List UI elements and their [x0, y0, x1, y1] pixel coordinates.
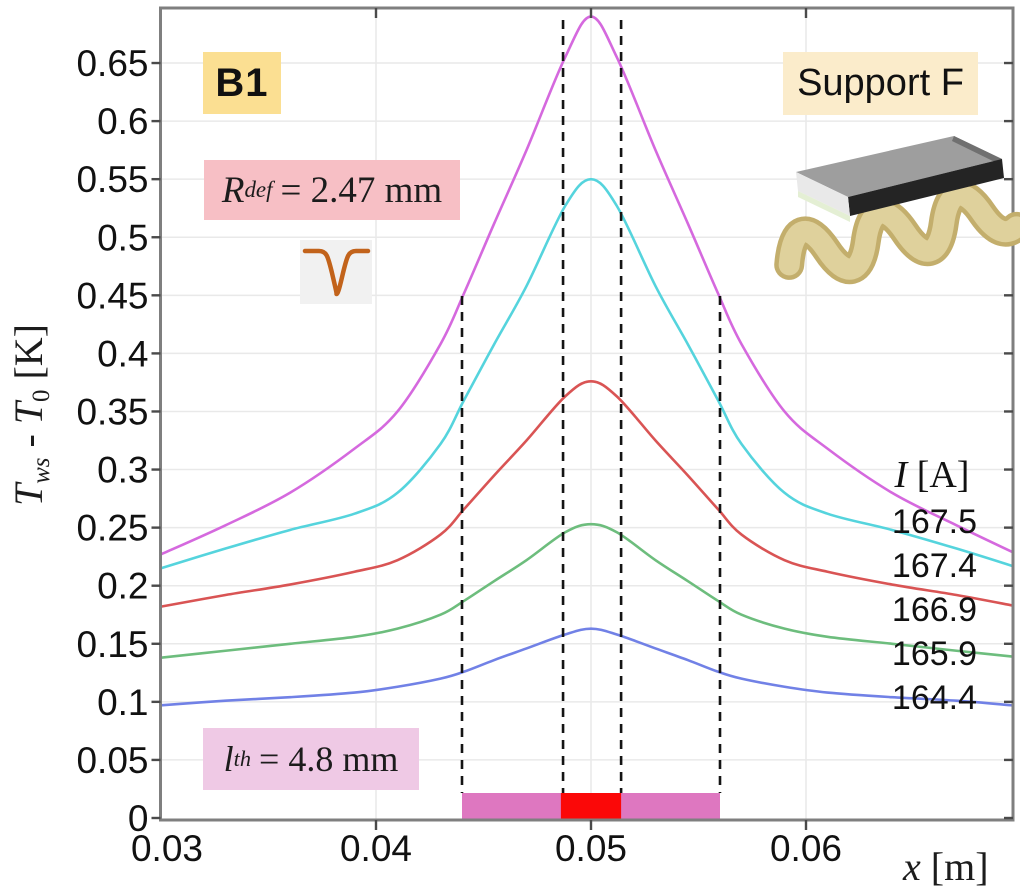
rdef-subscript: def — [244, 177, 273, 202]
series-curve-165.9 — [160, 522, 1013, 660]
y-tick-label: 0.1 — [97, 682, 148, 723]
legend-entry-167.4: 167.4 — [892, 547, 977, 585]
x-tick-label: 0.06 — [770, 828, 842, 869]
y-axis-title: Tws - T0 [K] — [5, 205, 55, 625]
x-axis-units: [m] — [930, 844, 989, 889]
y-tick-label: 0.05 — [76, 740, 148, 781]
lth-value: = 4.8 mm — [259, 739, 399, 779]
y-tick-label: 0 — [128, 798, 149, 839]
slab — [796, 136, 1004, 222]
y-tick-label: 0.2 — [97, 566, 148, 607]
corrugated-ribbon — [774, 180, 1020, 284]
legend-title: I [A] — [894, 454, 970, 496]
y-tick-label: 0.25 — [76, 508, 148, 549]
x-axis-title: x [m] — [903, 843, 1023, 890]
y-tick-label: 0.65 — [76, 43, 148, 84]
defect-bar-core — [560, 793, 622, 819]
lth-symbol: l — [223, 739, 234, 779]
y-tick-label: 0.15 — [76, 624, 148, 665]
support-3d-graphic — [774, 136, 1020, 284]
y-tick-label: 0.45 — [76, 275, 148, 316]
legend-entry-166.9: 166.9 — [892, 591, 977, 629]
series-curve-167.4 — [160, 177, 1013, 570]
y-tick-label: 0.35 — [76, 391, 148, 432]
y-tick-label: 0.3 — [97, 450, 148, 491]
y-tick-label: 0.5 — [97, 217, 148, 258]
legend-entry-165.9: 165.9 — [892, 635, 977, 673]
y-tick-label: 0.55 — [76, 159, 148, 200]
y-tick-label: 0.6 — [97, 101, 148, 142]
x-tick-label: 0.05 — [555, 828, 627, 869]
y-axis-minus: - — [6, 434, 51, 448]
rdef-value: = 2.47 mm — [280, 169, 443, 211]
b1-text: B1 — [215, 60, 269, 105]
x-tick-label: 0.03 — [131, 828, 203, 869]
notch-dip-curve — [302, 248, 371, 297]
y-axis-sub-2: 0 — [27, 389, 55, 402]
label-lth-annotation: l th = 4.8 mm — [203, 728, 419, 790]
legend-entry-164.4: 164.4 — [892, 679, 977, 717]
y-axis-sub-1: ws — [27, 457, 55, 484]
series-curve-166.9 — [160, 379, 1013, 608]
legend-entry-167.5: 167.5 — [892, 503, 977, 541]
y-tick-label: 0.4 — [97, 333, 148, 374]
support-f-text: Support F — [797, 62, 964, 104]
y-axis-symbol-2: T — [6, 401, 51, 425]
x-tick-label: 0.04 — [340, 828, 412, 869]
y-axis-units: [K] — [6, 324, 51, 380]
series-curve-164.4 — [160, 627, 1013, 707]
plot-frame — [159, 6, 1015, 822]
label-b1-badge: B1 — [203, 52, 281, 114]
lth-subscript: th — [233, 746, 252, 771]
label-support-f-badge: Support F — [783, 52, 978, 115]
defect-notch-icon — [300, 240, 372, 304]
y-axis-symbol-1: T — [6, 483, 51, 506]
x-axis-symbol: x — [903, 844, 921, 889]
rdef-symbol: R — [221, 169, 245, 211]
